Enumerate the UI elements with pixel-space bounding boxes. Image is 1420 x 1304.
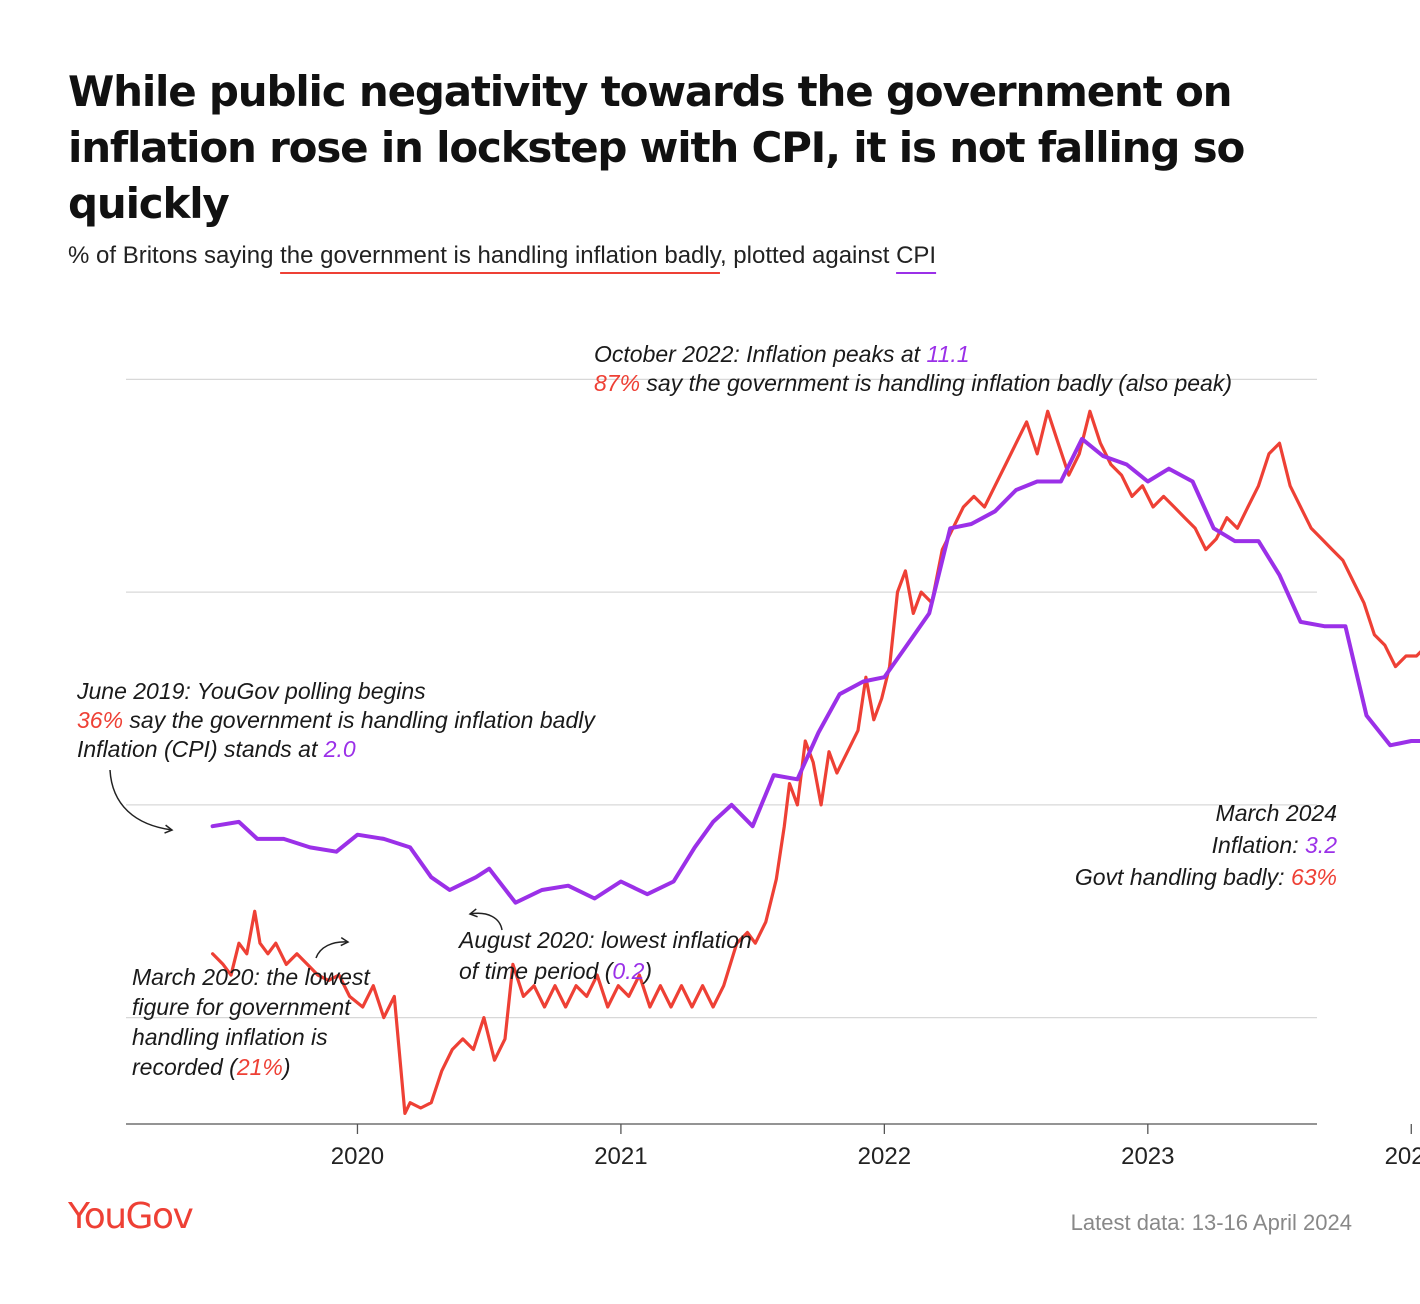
annotation-text: say the government is handling inflation… <box>123 707 595 733</box>
x-tick-label: 2023 <box>1121 1143 1174 1170</box>
annotation-june-2019-line2: 36% say the government is handling infla… <box>77 706 595 735</box>
annotation-august-2020-line1: August 2020: lowest inflation <box>459 927 752 953</box>
cpi-series-line <box>210 436 1420 905</box>
annotation-march-2020-line4: recorded (21%) <box>132 1052 370 1082</box>
chart-subtitle: % of Britons saying the government is ha… <box>68 242 936 270</box>
annotation-govt-value: 63% <box>1290 864 1337 890</box>
x-axis: 2020 2021 2022 2023 2024 <box>126 1123 1420 1170</box>
annotation-text: Inflation (CPI) stands at <box>77 736 324 762</box>
x-tick-label: 2022 <box>858 1143 911 1170</box>
june2019-arrow <box>109 769 174 834</box>
annotation-oct-2022-line1: October 2022: Inflation peaks at 11.1 <box>594 340 1232 369</box>
subtitle-series-cpi: CPI <box>896 242 937 269</box>
annotation-june-2019-line1: June 2019: YouGov polling begins <box>77 678 426 704</box>
govt-badly-series-line <box>211 409 1420 1115</box>
annotation-cpi-value: 2.0 <box>323 736 356 762</box>
series-lines <box>210 409 1420 1115</box>
annotation-march-2024-line2: Inflation: 3.2 <box>1075 829 1337 861</box>
x-tick-label: 2021 <box>594 1143 647 1170</box>
subtitle-mid: , plotted against <box>719 242 897 269</box>
annotation-text: of time period ( <box>459 958 613 984</box>
annotation-text: recorded ( <box>132 1054 237 1080</box>
annotation-text: say the government is handling inflation… <box>640 370 1233 396</box>
annotation-cpi-value: 3.2 <box>1305 832 1337 858</box>
annotation-govt-value: 21% <box>236 1054 283 1080</box>
annotation-august-2020-line2: of time period (0.2) <box>459 956 752 987</box>
annotation-oct-2022-line2: 87% say the government is handling infla… <box>594 369 1232 398</box>
annotation-march-2020: March 2020: the lowest figure for govern… <box>132 962 370 1082</box>
annotation-govt-value: 36% <box>77 707 124 733</box>
subtitle-series-govt: the government is handling inflation bad… <box>280 242 720 269</box>
annotation-march-2020-line2: figure for government <box>132 994 351 1020</box>
annotation-govt-value: 87% <box>594 370 641 396</box>
x-tick-label: 2024 <box>1385 1143 1420 1170</box>
march2020-arrow <box>315 936 350 959</box>
annotation-march-2020-line1: March 2020: the lowest <box>132 964 370 990</box>
subtitle-prefix: % of Britons saying <box>68 242 281 269</box>
annotation-june-2019: June 2019: YouGov polling begins 36% say… <box>77 677 595 764</box>
annotation-oct-2022: October 2022: Inflation peaks at 11.1 87… <box>594 340 1232 398</box>
annotation-text: Govt handling badly: <box>1074 864 1291 890</box>
annotation-march-2020-line3: handling inflation is <box>132 1024 328 1050</box>
annotation-march-2024: March 2024 Inflation: 3.2 Govt handling … <box>1075 797 1337 893</box>
annotation-june-2019-line3: Inflation (CPI) stands at 2.0 <box>77 735 595 764</box>
latest-data-note: Latest data: 13-16 April 2024 <box>1070 1210 1352 1235</box>
annotation-march-2024-line3: Govt handling badly: 63% <box>1075 861 1337 893</box>
chart-title: While public negativity towards the gove… <box>68 67 1245 228</box>
gridlines <box>126 378 1317 1019</box>
x-tick-label: 2020 <box>331 1143 384 1170</box>
annotation-cpi-value: 11.1 <box>926 341 970 367</box>
annotation-text: Inflation: <box>1211 832 1306 858</box>
annotation-text: ) <box>282 1054 291 1080</box>
annotation-august-2020: August 2020: lowest inflation of time pe… <box>459 925 752 987</box>
annotation-arrows <box>109 769 503 959</box>
annotation-cpi-value: 0.2 <box>612 958 645 984</box>
annotation-text: October 2022: Inflation peaks at <box>594 341 927 367</box>
august2020-arrow <box>468 908 503 931</box>
annotation-march-2024-line1: March 2024 <box>1215 800 1337 826</box>
annotation-text: ) <box>644 958 653 984</box>
yougov-logo: YouGov <box>68 1196 194 1237</box>
